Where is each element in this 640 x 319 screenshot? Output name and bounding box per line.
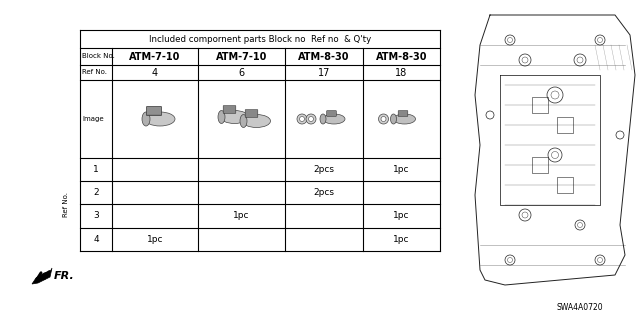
Text: Ref No.: Ref No. — [63, 192, 69, 217]
Circle shape — [381, 116, 386, 122]
Text: 3: 3 — [93, 211, 99, 220]
Circle shape — [378, 114, 388, 124]
Ellipse shape — [240, 115, 247, 128]
Text: ATM-7-10: ATM-7-10 — [129, 51, 180, 62]
FancyBboxPatch shape — [398, 111, 408, 116]
Text: 1pc: 1pc — [147, 235, 163, 244]
Text: ATM-8-30: ATM-8-30 — [376, 51, 428, 62]
Ellipse shape — [320, 114, 326, 124]
Text: 4: 4 — [93, 235, 99, 244]
Text: 4: 4 — [152, 68, 158, 78]
Polygon shape — [32, 268, 52, 284]
FancyBboxPatch shape — [245, 110, 258, 117]
Text: 1pc: 1pc — [233, 211, 250, 220]
FancyBboxPatch shape — [223, 106, 236, 113]
Ellipse shape — [142, 112, 150, 126]
Text: Image: Image — [82, 116, 104, 122]
FancyBboxPatch shape — [326, 111, 336, 116]
Ellipse shape — [145, 112, 175, 126]
Text: Block No.: Block No. — [82, 54, 115, 60]
Bar — [532, 97, 548, 113]
Text: 2pcs: 2pcs — [314, 165, 335, 174]
Circle shape — [300, 116, 305, 122]
Circle shape — [308, 116, 314, 122]
Text: 18: 18 — [396, 68, 408, 78]
Text: FR.: FR. — [54, 271, 75, 281]
Text: 2pcs: 2pcs — [314, 188, 335, 197]
Ellipse shape — [243, 115, 271, 128]
Bar — [532, 157, 548, 173]
Ellipse shape — [323, 114, 345, 124]
Bar — [557, 177, 573, 193]
Text: 17: 17 — [318, 68, 330, 78]
Ellipse shape — [221, 110, 248, 123]
Text: SWA4A0720: SWA4A0720 — [557, 303, 604, 313]
Text: ATM-8-30: ATM-8-30 — [298, 51, 349, 62]
Text: 1pc: 1pc — [393, 165, 410, 174]
Text: 2: 2 — [93, 188, 99, 197]
Text: 6: 6 — [239, 68, 244, 78]
Bar — [557, 117, 573, 133]
Ellipse shape — [218, 110, 225, 123]
Text: Included compornent parts Block no  Ref no  & Q'ty: Included compornent parts Block no Ref n… — [149, 34, 371, 43]
Circle shape — [306, 114, 316, 124]
Circle shape — [297, 114, 307, 124]
Text: 1: 1 — [93, 165, 99, 174]
Text: Ref No.: Ref No. — [82, 70, 107, 76]
Ellipse shape — [390, 114, 397, 124]
Text: 1pc: 1pc — [393, 235, 410, 244]
Text: 1pc: 1pc — [393, 211, 410, 220]
Ellipse shape — [394, 114, 415, 124]
Text: ATM-7-10: ATM-7-10 — [216, 51, 267, 62]
FancyBboxPatch shape — [147, 107, 161, 115]
